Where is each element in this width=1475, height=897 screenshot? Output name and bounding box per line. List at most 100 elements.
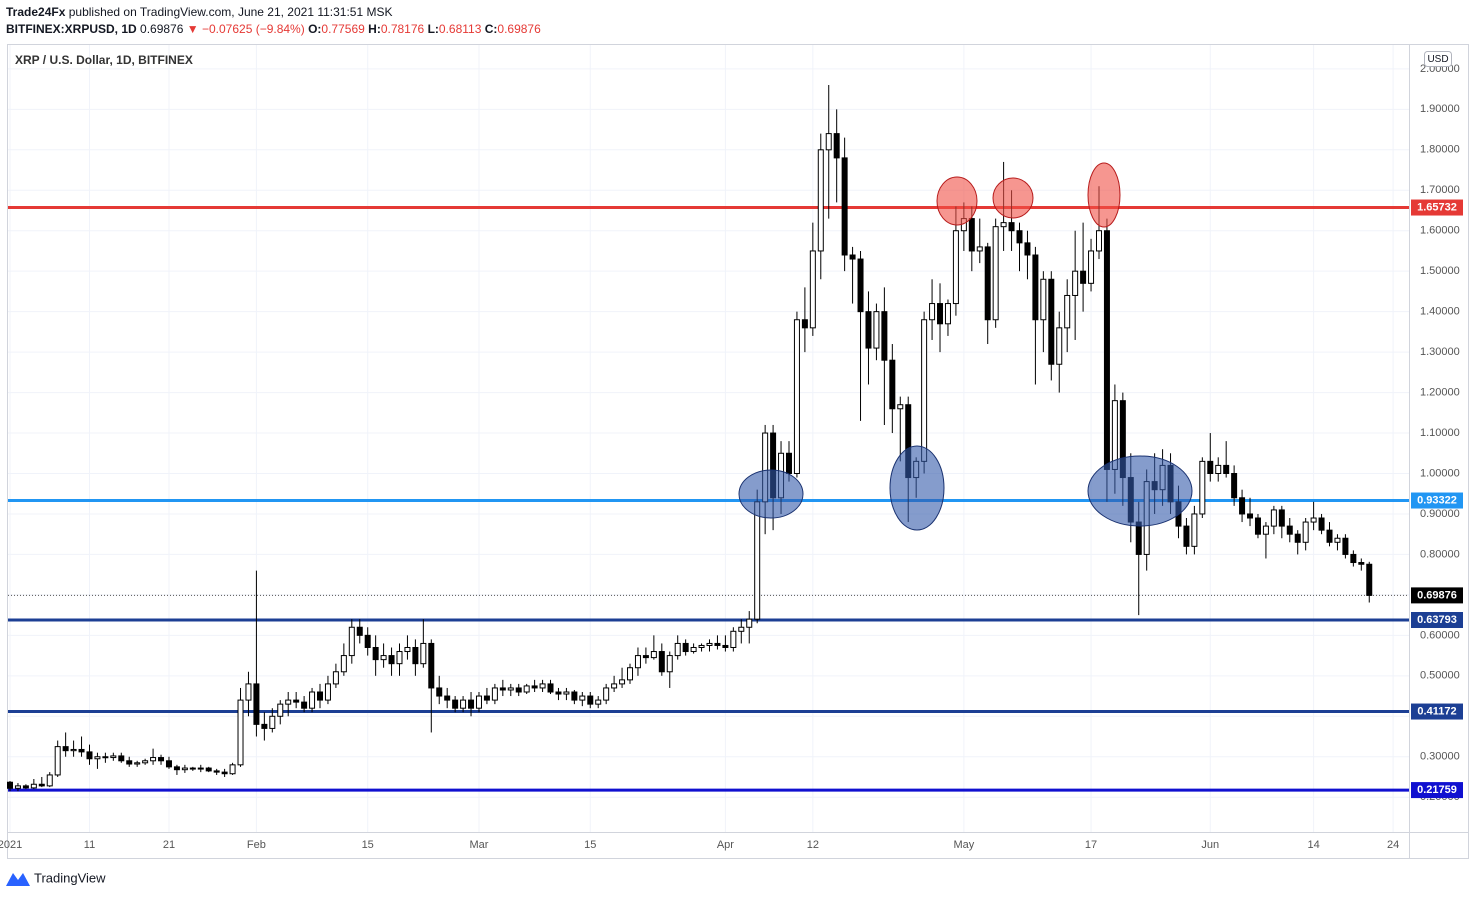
candle-body xyxy=(1358,562,1365,565)
candle-body xyxy=(7,781,13,789)
candle-body xyxy=(1032,254,1039,321)
candle-body xyxy=(189,767,196,770)
candle-body xyxy=(126,760,133,765)
candle-body xyxy=(38,783,45,787)
candle-body xyxy=(571,691,578,701)
symbol: BITFINEX:XRPUSD, 1D xyxy=(6,22,137,36)
candle-body xyxy=(142,760,149,764)
candle-body xyxy=(833,133,840,159)
candle-body xyxy=(841,157,848,256)
candle-body xyxy=(523,685,530,693)
x-tick-label: 15 xyxy=(584,839,596,851)
candle-body xyxy=(1239,497,1246,515)
candle-body xyxy=(1350,553,1357,564)
candle-body xyxy=(1207,460,1214,475)
candle-body xyxy=(754,501,761,620)
candle-body xyxy=(372,646,379,661)
y-tick-label: 1.00000 xyxy=(1420,467,1460,479)
x-tick-label: Feb xyxy=(247,839,266,851)
candle-body xyxy=(301,701,308,709)
candle-body xyxy=(929,303,936,321)
candle-body xyxy=(102,756,109,759)
candle-body xyxy=(563,691,570,695)
candle-body xyxy=(1040,278,1047,321)
candle-body xyxy=(889,359,896,410)
chart-frame xyxy=(7,44,1469,859)
candle-body xyxy=(881,311,888,361)
candle-body xyxy=(937,303,944,325)
candle-body xyxy=(555,691,562,695)
candle-body xyxy=(150,757,157,762)
candle-body xyxy=(1254,517,1261,535)
candle-body xyxy=(706,642,713,646)
ohlc-value: 0.78176 xyxy=(381,22,425,36)
ellipse xyxy=(738,469,804,519)
candle-body xyxy=(873,311,880,349)
candle-body xyxy=(110,755,117,759)
candle-body xyxy=(619,679,626,685)
x-tick-label: 21 xyxy=(163,839,175,851)
candle-body xyxy=(14,785,21,789)
candle-body xyxy=(356,626,363,636)
candle-body xyxy=(460,699,467,709)
candle-body xyxy=(539,683,546,689)
candle-body xyxy=(70,748,77,752)
level-label-bg xyxy=(1411,703,1463,720)
candle-body xyxy=(245,683,252,701)
candle-body xyxy=(30,783,37,789)
candle-body xyxy=(436,687,443,697)
candle-body xyxy=(1334,537,1341,543)
ellipse xyxy=(992,177,1034,219)
level-label: 0.63793 xyxy=(1417,614,1457,626)
candle-body xyxy=(285,699,292,705)
y-tick-label: 0.80000 xyxy=(1420,548,1460,560)
price: 0.69876 xyxy=(140,22,184,36)
candle-body xyxy=(849,254,856,260)
candle-body xyxy=(944,303,951,325)
published: published on TradingView.com, June 21, 2… xyxy=(69,5,393,19)
candle-body xyxy=(1016,230,1023,244)
candle-body xyxy=(666,655,673,673)
x-tick-label: 15 xyxy=(362,839,374,851)
candle-body xyxy=(404,646,411,653)
candle-body xyxy=(698,644,705,648)
y-tick-label: 1.40000 xyxy=(1420,306,1460,318)
y-tick-label: 0.30000 xyxy=(1420,751,1460,763)
ellipse xyxy=(1087,455,1193,527)
candle-body xyxy=(1270,509,1277,527)
candle-body xyxy=(277,703,284,717)
candle-body xyxy=(499,687,506,691)
candle-body xyxy=(897,404,904,410)
candle-body xyxy=(468,699,475,709)
candle-body xyxy=(1135,521,1142,555)
candle-body xyxy=(1048,278,1055,365)
currency-badge xyxy=(1424,51,1452,67)
ohlc-key: L: xyxy=(428,22,439,36)
level-label-bg xyxy=(1411,492,1463,509)
candle-body xyxy=(1080,270,1087,284)
candle-body xyxy=(444,695,451,701)
candle-body xyxy=(507,687,514,691)
candle-body xyxy=(1262,525,1269,535)
candle-body xyxy=(22,785,29,789)
level-label: 0.41172 xyxy=(1417,705,1456,717)
candle-body xyxy=(984,246,991,321)
candle-body xyxy=(213,770,220,773)
candle-body xyxy=(1095,230,1102,252)
candle-body xyxy=(1310,517,1317,523)
candle-body xyxy=(118,755,125,762)
candle-body xyxy=(968,218,975,252)
candle-body xyxy=(261,723,268,729)
candle-body xyxy=(420,642,427,665)
level-label: 1.65732 xyxy=(1417,201,1457,213)
y-tick-label: 1.10000 xyxy=(1420,427,1460,439)
candle-body xyxy=(1191,513,1198,547)
candle-body xyxy=(595,699,602,705)
candle-body xyxy=(293,699,300,703)
candle-body xyxy=(1215,464,1222,475)
y-tick-label: 1.70000 xyxy=(1420,184,1460,196)
annotations xyxy=(738,162,1193,531)
candle-body xyxy=(1326,529,1333,543)
symbol-line: BITFINEX:XRPUSD, 1D 0.69876 ▼ −0.07625 (… xyxy=(6,22,541,36)
candle-body xyxy=(1342,537,1349,555)
